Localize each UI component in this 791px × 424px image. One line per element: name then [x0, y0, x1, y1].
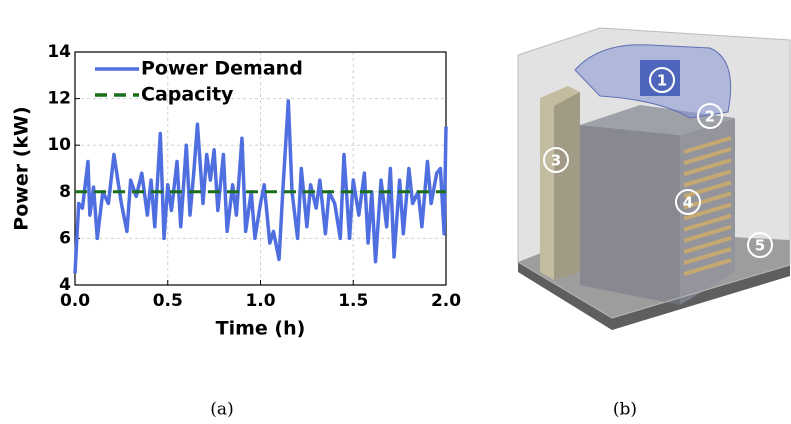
rendering-b: [517, 27, 791, 330]
y-axis-label: Power (kW): [11, 106, 33, 230]
label-number: 5: [755, 237, 765, 255]
y-tick-label: 6: [59, 228, 71, 248]
y-tick-label: 10: [47, 135, 71, 155]
legend-label: Power Demand: [141, 58, 303, 80]
label-circle: [697, 103, 723, 129]
y-tick-label: 14: [47, 42, 71, 62]
slot: [683, 202, 732, 221]
x-tick-label: 0.5: [153, 291, 183, 311]
y-tick-label: 8: [59, 182, 71, 202]
label-number: 4: [683, 194, 693, 212]
caption: (a): [210, 400, 233, 420]
x-tick-label: 0.0: [60, 291, 90, 311]
x-tick-label: 2.0: [431, 291, 461, 311]
slot: [683, 169, 732, 188]
y-tick-label: 4: [59, 275, 71, 295]
slot: [683, 258, 732, 277]
label-number: 1: [657, 72, 667, 90]
x-tick-label: 1.0: [245, 291, 275, 311]
diagram-labels: 1 2 3 4 5: [543, 67, 773, 258]
slot: [683, 147, 732, 166]
legend-label: Capacity: [141, 84, 234, 106]
label-circle: [675, 189, 701, 215]
rack-slots: [683, 136, 732, 277]
x-axis-label: Time (h): [216, 318, 306, 340]
slot: [683, 158, 732, 177]
label-number: 3: [551, 152, 561, 170]
slot: [683, 180, 732, 199]
caption: (b): [613, 400, 637, 420]
floor-edge: [518, 262, 790, 330]
label-number: 2: [705, 108, 715, 126]
x-tick-label: 1.5: [338, 291, 368, 311]
label-circle: [543, 147, 569, 173]
enclosure: [517, 27, 791, 319]
rack-left: [580, 125, 680, 305]
rack-top: [580, 105, 735, 135]
slot: [683, 136, 732, 154]
slot: [683, 213, 732, 232]
slot: [683, 224, 732, 243]
label-circle: [649, 67, 675, 93]
slot: [683, 191, 732, 210]
y-tick-label: 12: [47, 89, 71, 109]
label-circle: [747, 232, 773, 258]
slot: [683, 235, 732, 254]
slot: [683, 247, 732, 265]
column-side: [554, 92, 580, 280]
series-line: [73, 99, 448, 274]
plot-a: 4 6 8 10 12 14 0.0 0.5 1.0 1.5 2.0 Time (h) Power (k…: [11, 42, 462, 340]
